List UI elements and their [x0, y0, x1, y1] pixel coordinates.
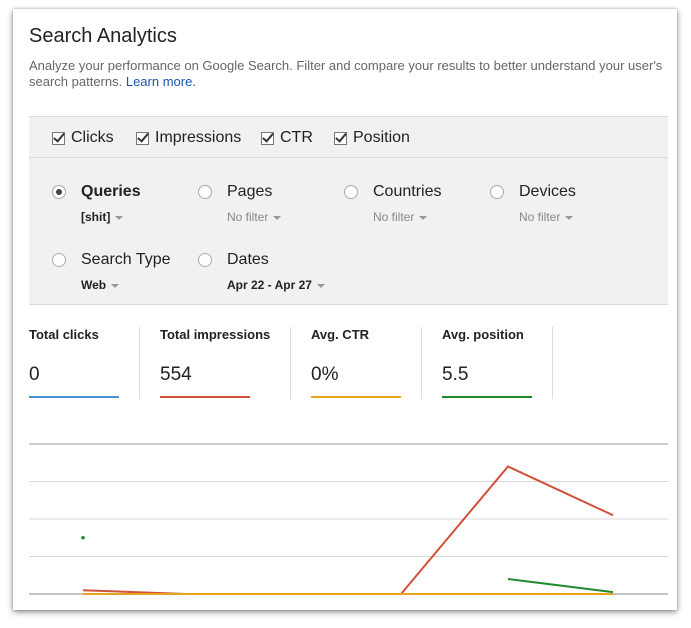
position-checkbox-label: Position — [353, 129, 410, 146]
total-clicks-stat[interactable]: Total clicks 0 — [29, 327, 119, 398]
checkbox-check-icon — [136, 131, 149, 145]
total-impressions-value: 554 — [160, 364, 192, 385]
avg-ctr-stat[interactable]: Avg. CTR 0% — [311, 327, 401, 398]
ctr-checkbox[interactable]: CTR — [261, 129, 313, 147]
caret-down-icon — [565, 215, 574, 220]
clicks-checkbox[interactable]: Clicks — [52, 129, 114, 147]
learn-more-link[interactable]: Learn more. — [125, 74, 196, 89]
total-clicks-label: Total clicks — [29, 327, 99, 342]
stat-divider — [421, 327, 422, 399]
total-clicks-value: 0 — [29, 364, 40, 385]
total-impressions-label: Total impressions — [160, 327, 271, 342]
dimension-countries-label: Countries — [373, 183, 442, 200]
search-type-dropdown[interactable]: Web — [81, 278, 120, 292]
avg-ctr-value: 0% — [311, 364, 339, 385]
avg-position-label: Avg. position — [442, 327, 524, 342]
dimension-queries-label: Queries — [81, 183, 141, 200]
clicks-checkbox-label: Clicks — [71, 129, 114, 146]
description-text: Analyze your performance on Google Searc… — [29, 58, 663, 89]
stat-divider — [552, 327, 553, 399]
dates-dropdown[interactable]: Apr 22 - Apr 27 — [227, 278, 325, 292]
dates-value: Apr 22 - Apr 27 — [227, 278, 312, 292]
dimension-pages-label: Pages — [227, 183, 273, 200]
radio-selected-icon[interactable] — [52, 185, 66, 199]
caret-down-icon — [273, 215, 282, 220]
performance-line-chart — [29, 443, 668, 595]
caret-down-icon — [111, 283, 120, 288]
impressions-checkbox[interactable]: Impressions — [136, 129, 241, 147]
avg-position-color-bar — [442, 396, 532, 398]
devices-filter-dropdown[interactable]: No filter — [519, 210, 574, 224]
caret-down-icon — [316, 283, 325, 288]
series-3-line[interactable] — [507, 578, 614, 594]
series-3-point[interactable] — [81, 535, 85, 540]
checkbox-check-icon — [261, 131, 274, 145]
countries-filter-value: No filter — [373, 210, 415, 224]
search-analytics-panel: Search Analytics Analyze your performanc… — [13, 9, 677, 610]
page-title: Search Analytics — [29, 25, 177, 47]
total-clicks-color-bar — [29, 396, 119, 398]
avg-position-value: 5.5 — [442, 364, 469, 385]
radio-icon[interactable] — [52, 253, 66, 267]
total-impressions-color-bar — [160, 396, 250, 398]
stat-divider — [139, 327, 140, 399]
pages-filter-value: No filter — [227, 210, 269, 224]
avg-ctr-label: Avg. CTR — [311, 327, 370, 342]
caret-down-icon — [115, 215, 124, 220]
queries-filter-dropdown[interactable]: [shit] — [81, 210, 124, 224]
checkbox-check-icon — [52, 131, 65, 145]
radio-icon[interactable] — [198, 253, 212, 267]
total-impressions-stat[interactable]: Total impressions 554 — [160, 327, 271, 398]
dimension-dates-label: Dates — [227, 251, 269, 268]
checkbox-check-icon — [334, 131, 347, 145]
dimension-devices-label: Devices — [519, 183, 576, 200]
impressions-checkbox-label: Impressions — [155, 129, 242, 146]
radio-icon[interactable] — [344, 185, 358, 199]
pages-filter-dropdown[interactable]: No filter — [227, 210, 282, 224]
metrics-checkbox-row: Clicks Impressions CTR Position — [29, 117, 668, 158]
page-description: Analyze your performance on Google Searc… — [29, 58, 669, 90]
dimension-search-type-label: Search Type — [81, 251, 171, 268]
countries-filter-dropdown[interactable]: No filter — [373, 210, 428, 224]
queries-filter-value: [shit] — [81, 210, 111, 224]
avg-position-stat[interactable]: Avg. position 5.5 — [442, 327, 532, 398]
stat-divider — [290, 327, 291, 399]
devices-filter-value: No filter — [519, 210, 561, 224]
search-type-value: Web — [81, 278, 107, 292]
filter-panel: Clicks Impressions CTR Position Queries … — [29, 116, 668, 305]
avg-ctr-color-bar — [311, 396, 401, 398]
radio-icon[interactable] — [490, 185, 504, 199]
ctr-checkbox-label: CTR — [280, 129, 313, 146]
caret-down-icon — [419, 215, 428, 220]
radio-icon[interactable] — [198, 185, 212, 199]
position-checkbox[interactable]: Position — [334, 129, 410, 147]
series-1-line[interactable] — [82, 465, 614, 595]
